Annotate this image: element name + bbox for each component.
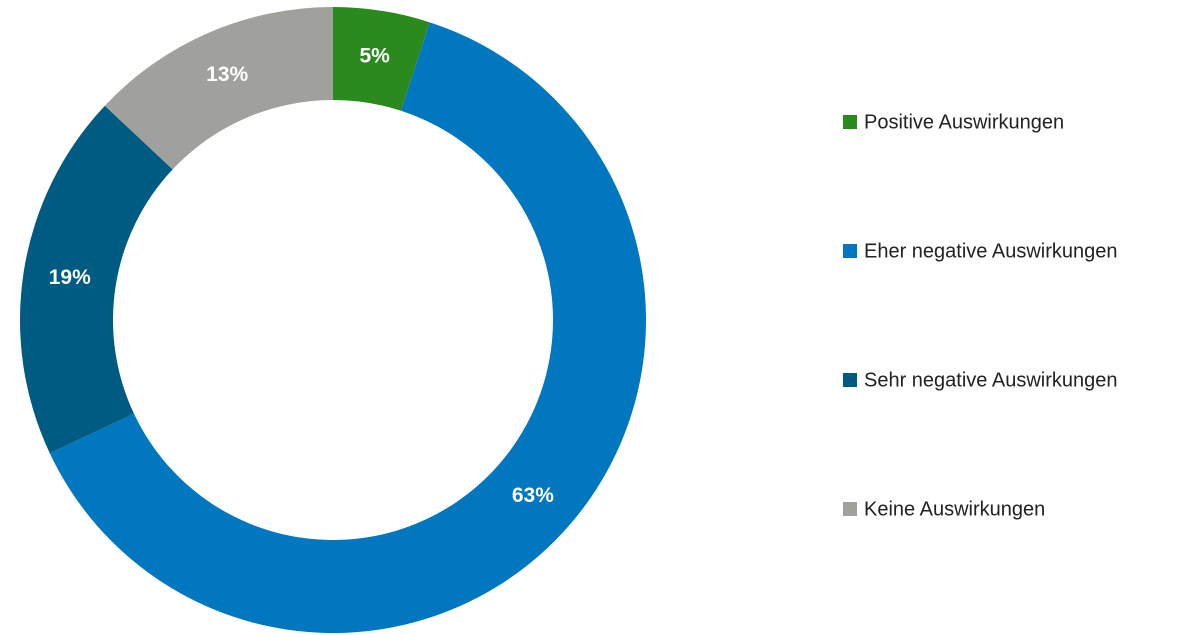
legend-swatch — [843, 502, 857, 516]
donut-segment — [104, 7, 333, 170]
legend-swatch — [843, 115, 857, 129]
legend-swatch — [843, 244, 857, 258]
donut-segment — [19, 105, 173, 454]
legend-label: Eher negative Auswirkungen — [864, 240, 1118, 262]
legend-label: Sehr negative Auswirkungen — [864, 369, 1118, 391]
legend-label: Keine Auswirkungen — [864, 498, 1045, 520]
data-label: 63% — [512, 484, 554, 507]
donut-segment — [333, 7, 430, 111]
donut-segment — [49, 22, 647, 633]
legend-swatch — [843, 373, 857, 387]
data-label: 19% — [49, 266, 91, 289]
data-label: 13% — [206, 63, 248, 86]
legend-label: Positive Auswirkungen — [864, 111, 1064, 133]
data-label: 5% — [360, 44, 391, 67]
